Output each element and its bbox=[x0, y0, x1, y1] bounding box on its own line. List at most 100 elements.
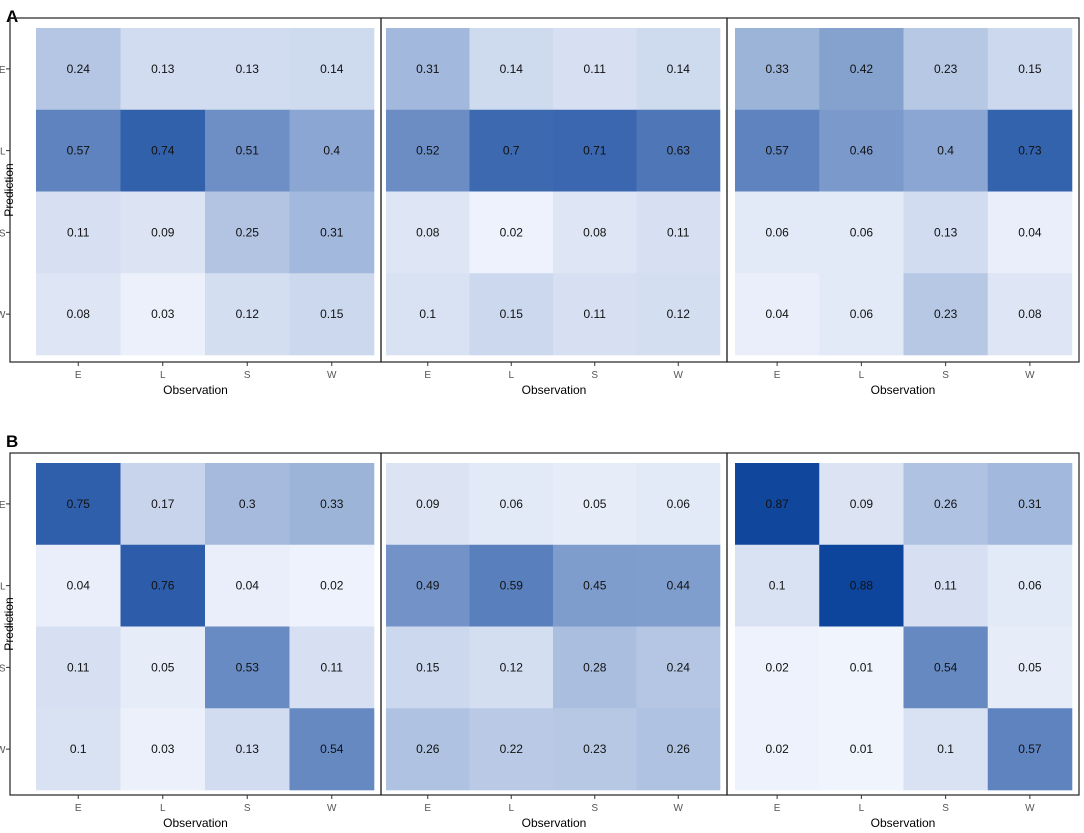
cell-value-label: 0.13 bbox=[934, 225, 958, 239]
cell-value-label: 0.01 bbox=[850, 742, 874, 756]
heatmap-cell bbox=[903, 273, 989, 356]
x-axis-label: Observation bbox=[871, 816, 936, 830]
heatmap-cell bbox=[636, 626, 721, 709]
cell-value-label: 0.03 bbox=[151, 742, 175, 756]
heatmap-cell bbox=[205, 544, 290, 627]
heatmap-cell bbox=[903, 109, 989, 192]
heatmap-cell bbox=[903, 191, 989, 274]
x-axis-label: Observation bbox=[522, 383, 587, 397]
heatmap-panel-border bbox=[726, 17, 1080, 363]
cell-value-label: 0.14 bbox=[500, 62, 524, 76]
cell-value-label: 0.04 bbox=[236, 579, 260, 593]
heatmap-cell bbox=[987, 708, 1073, 791]
cell-value-label: 0.06 bbox=[850, 307, 874, 321]
x-tick-label: L bbox=[859, 803, 865, 814]
heatmap-cell bbox=[205, 28, 290, 111]
cell-value-label: 0.12 bbox=[667, 307, 691, 321]
heatmap-cell bbox=[289, 463, 375, 546]
x-tick-label: W bbox=[1025, 803, 1035, 814]
cell-value-label: 0.23 bbox=[583, 742, 607, 756]
heatmap-cell bbox=[289, 544, 375, 627]
heatmap-cell bbox=[819, 28, 904, 111]
heatmap-cell bbox=[205, 273, 290, 356]
y-axis-label: Prediction bbox=[2, 597, 16, 650]
heatmap-cell bbox=[289, 109, 375, 192]
panel-label-a: A bbox=[6, 7, 18, 26]
x-tick-label: E bbox=[75, 370, 82, 381]
heatmap-cell bbox=[469, 463, 554, 546]
heatmap-cell bbox=[205, 626, 290, 709]
x-tick-label: W bbox=[674, 370, 684, 381]
cell-value-label: 0.15 bbox=[500, 307, 524, 321]
heatmap-cell bbox=[987, 191, 1073, 274]
x-axis-label: Observation bbox=[522, 816, 587, 830]
heatmap-cell bbox=[289, 191, 375, 274]
cell-value-label: 0.05 bbox=[1018, 660, 1042, 674]
heatmap-cell bbox=[36, 463, 121, 546]
x-tick-label: W bbox=[327, 370, 337, 381]
heatmap-cell bbox=[469, 626, 554, 709]
heatmap-cell bbox=[36, 109, 121, 192]
y-tick-label: E bbox=[0, 500, 6, 511]
cell-value-label: 0.24 bbox=[67, 62, 91, 76]
cell-value-label: 0.25 bbox=[236, 225, 260, 239]
heatmap-cell bbox=[987, 109, 1073, 192]
cell-value-label: 0.11 bbox=[934, 579, 957, 593]
cell-value-label: 0.54 bbox=[320, 742, 344, 756]
cell-value-label: 0.45 bbox=[583, 579, 607, 593]
cell-value-label: 0.49 bbox=[416, 579, 440, 593]
cell-value-label: 0.31 bbox=[416, 62, 440, 76]
heatmap-cell bbox=[469, 273, 554, 356]
heatmap-cell bbox=[289, 273, 375, 356]
cell-value-label: 0.14 bbox=[320, 62, 344, 76]
heatmap-cell bbox=[386, 273, 470, 356]
heatmap-cell bbox=[469, 708, 554, 791]
heatmap-cell bbox=[289, 28, 375, 111]
x-tick-label: E bbox=[774, 803, 781, 814]
heatmap-cell bbox=[987, 544, 1073, 627]
heatmap-cell bbox=[636, 28, 721, 111]
heatmap-cell bbox=[36, 626, 121, 709]
heatmap-cell bbox=[819, 273, 904, 356]
heatmap-cell bbox=[819, 109, 904, 192]
cell-value-label: 0.05 bbox=[151, 660, 175, 674]
heatmap-cell bbox=[553, 273, 637, 356]
cell-value-label: 0.53 bbox=[236, 660, 260, 674]
heatmap-cell bbox=[120, 708, 206, 791]
cell-value-label: 0.08 bbox=[416, 225, 440, 239]
cell-value-label: 0.17 bbox=[151, 497, 175, 511]
heatmap-panel-border bbox=[726, 452, 1080, 796]
panel-label-b: B bbox=[6, 432, 18, 451]
cell-value-label: 0.11 bbox=[67, 660, 90, 674]
cell-value-label: 0.54 bbox=[934, 660, 958, 674]
heatmap-cell bbox=[819, 463, 904, 546]
cell-value-label: 0.31 bbox=[320, 225, 344, 239]
cell-value-label: 0.04 bbox=[1018, 225, 1042, 239]
heatmap-cell bbox=[386, 544, 470, 627]
heatmap-cell bbox=[636, 273, 721, 356]
cell-value-label: 0.06 bbox=[1018, 579, 1042, 593]
cell-value-label: 0.1 bbox=[769, 579, 786, 593]
x-tick-label: L bbox=[160, 370, 166, 381]
cell-value-label: 0.11 bbox=[67, 225, 90, 239]
heatmap-cell bbox=[735, 109, 820, 192]
heatmap-cell bbox=[469, 191, 554, 274]
cell-value-label: 0.24 bbox=[667, 660, 691, 674]
heatmap-cell bbox=[205, 708, 290, 791]
cell-value-label: 0.08 bbox=[67, 307, 91, 321]
x-tick-label: S bbox=[942, 803, 949, 814]
x-tick-label: S bbox=[591, 370, 598, 381]
cell-value-label: 0.46 bbox=[850, 144, 874, 158]
cell-value-label: 0.08 bbox=[583, 225, 607, 239]
cell-value-label: 0.14 bbox=[667, 62, 691, 76]
cell-value-label: 0.44 bbox=[667, 579, 691, 593]
cell-value-label: 0.09 bbox=[416, 497, 440, 511]
heatmap-cell bbox=[987, 273, 1073, 356]
x-tick-label: L bbox=[859, 370, 865, 381]
heatmap-cell bbox=[386, 109, 470, 192]
cell-value-label: 0.51 bbox=[236, 144, 260, 158]
heatmap-cell bbox=[553, 191, 637, 274]
heatmap-cell bbox=[553, 708, 637, 791]
cell-value-label: 0.01 bbox=[850, 660, 874, 674]
cell-value-label: 0.12 bbox=[236, 307, 260, 321]
